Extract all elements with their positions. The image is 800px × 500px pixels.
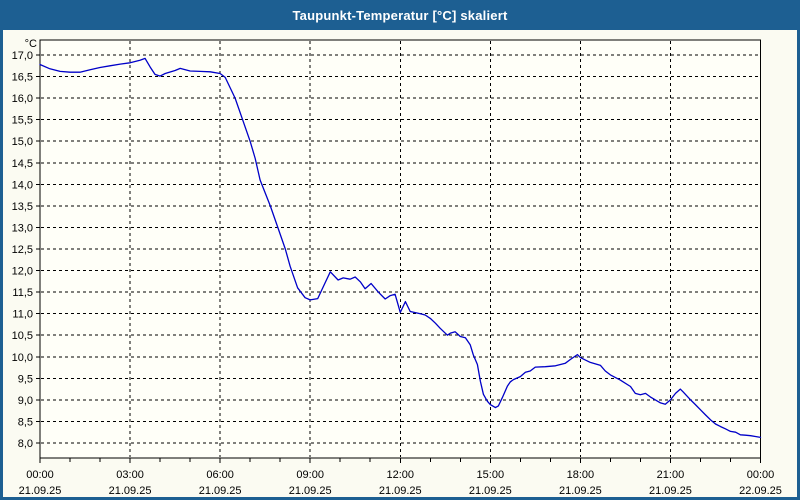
y-axis-label: 14,5 [12, 158, 33, 170]
x-axis-date-label: 21.09.25 [649, 485, 692, 497]
y-axis-label: 12,5 [12, 244, 33, 256]
page-title: Taupunkt-Temperatur [°C] skaliert [292, 7, 508, 23]
y-axis-label: 9,5 [18, 373, 33, 385]
x-axis-date-label: 21.09.25 [199, 485, 242, 497]
x-axis-date-label: 21.09.25 [379, 485, 422, 497]
y-axis-label: 10,0 [12, 352, 33, 364]
x-axis-date-label: 21.09.25 [289, 485, 332, 497]
y-axis-label: 15,5 [12, 115, 33, 127]
x-axis-date-label: 21.09.25 [109, 485, 152, 497]
x-axis-date-label: 21.09.25 [19, 485, 62, 497]
x-axis-time-label: 00:00 [747, 469, 775, 481]
x-axis-time-label: 12:00 [386, 469, 414, 481]
y-axis-label: 11,5 [12, 287, 33, 299]
x-axis-date-label: 21.09.25 [469, 485, 512, 497]
x-axis-date-label: 22.09.25 [739, 485, 782, 497]
y-axis-label: 13,0 [12, 222, 33, 234]
x-axis-time-label: 21:00 [657, 469, 685, 481]
y-axis-label: 10,5 [12, 330, 33, 342]
y-axis-label: 14,0 [12, 179, 33, 191]
y-axis-label: 15,0 [12, 136, 33, 148]
y-axis-label: 11,0 [12, 309, 33, 321]
window-border-bottom [0, 497, 800, 500]
x-axis-time-label: 15:00 [477, 469, 505, 481]
y-axis-label: 9,0 [18, 395, 33, 407]
y-axis-label: 13,5 [12, 201, 33, 213]
y-axis-label: 16,0 [12, 93, 33, 105]
window-border-right [797, 30, 800, 500]
x-axis-time-label: 06:00 [206, 469, 234, 481]
y-axis-label: 12,0 [12, 266, 33, 278]
y-axis-label: 8,0 [18, 438, 33, 450]
y-axis-label: 8,5 [18, 416, 33, 428]
y-axis-label: 16,5 [12, 72, 33, 84]
title-bar: Taupunkt-Temperatur [°C] skaliert [0, 0, 800, 30]
y-axis-unit: °C [25, 38, 37, 50]
data-line [39, 57, 762, 439]
x-axis-time-label: 00:00 [26, 469, 54, 481]
x-axis-time-label: 03:00 [116, 469, 144, 481]
x-axis-time-label: 18:00 [567, 469, 595, 481]
x-axis-time-label: 09:00 [296, 469, 324, 481]
y-axis-label: 17,0 [12, 50, 33, 62]
window-border-left [0, 30, 3, 500]
x-axis-date-label: 21.09.25 [559, 485, 602, 497]
